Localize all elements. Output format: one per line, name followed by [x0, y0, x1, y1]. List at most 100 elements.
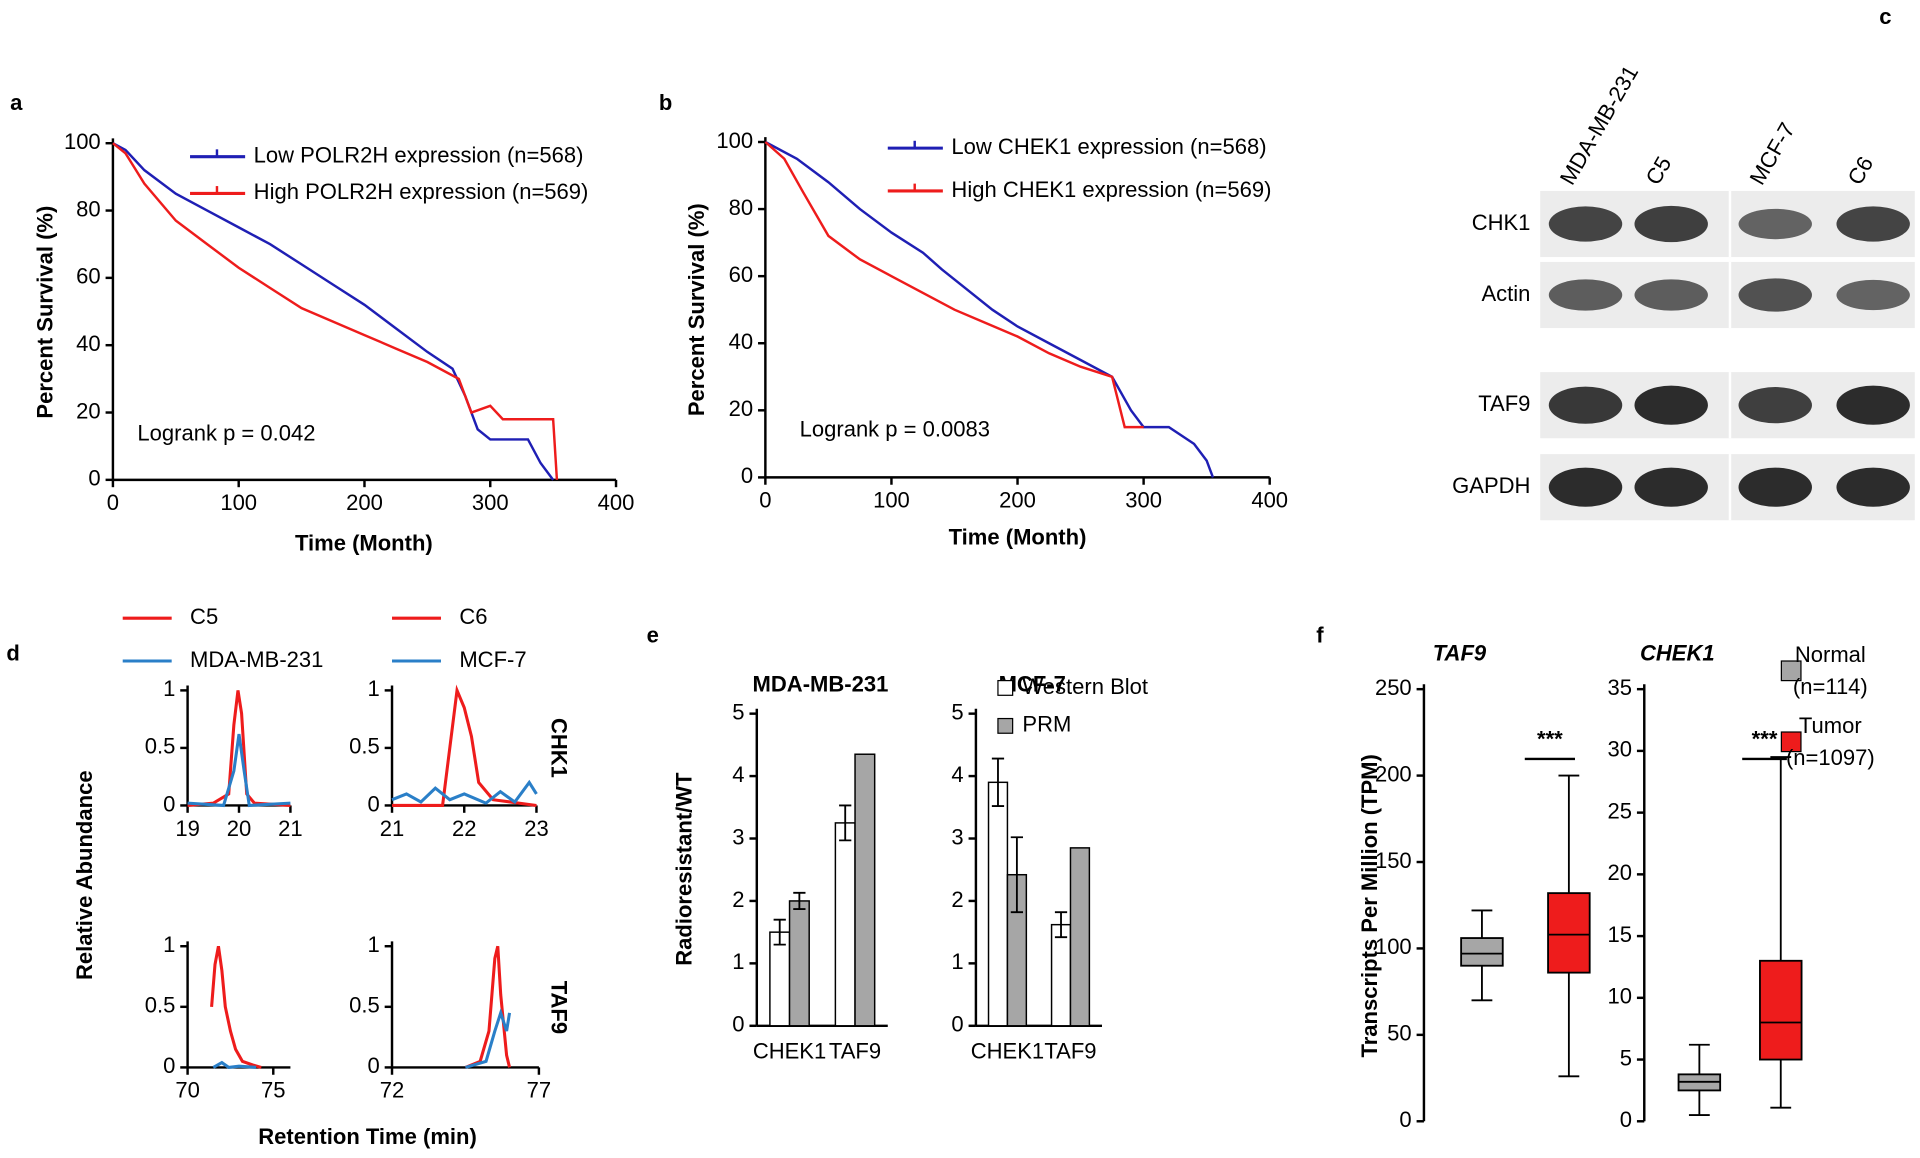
- x-tick-label: 0: [759, 488, 771, 513]
- x-tick-label: 300: [472, 490, 509, 515]
- series-line: [391, 779, 538, 805]
- y-tick-label: 0: [951, 1012, 963, 1037]
- error-bar: [1054, 911, 1068, 939]
- panel-letter: c: [1879, 4, 1891, 29]
- legend-label: C6: [459, 604, 487, 629]
- y-tick-label: 5: [732, 699, 744, 724]
- legend-label: MCF-7: [459, 647, 526, 672]
- panel-letter: d: [6, 641, 19, 666]
- legend-label: Low POLR2H expression (n=568): [254, 142, 584, 167]
- annotation: Logrank p = 0.042: [137, 420, 315, 445]
- y-tick-label: 0: [1399, 1107, 1411, 1132]
- series-line: [465, 1007, 512, 1069]
- y-tick-label: 0.5: [145, 734, 176, 759]
- y-tick-label: 1: [163, 676, 175, 701]
- blot-band: [1548, 206, 1623, 242]
- legend-label: Tumor: [1799, 713, 1862, 738]
- blot-band: [1548, 467, 1623, 507]
- series-line: [212, 1060, 257, 1070]
- y-axis-label: Transcripts Per Million (TPM): [1357, 754, 1382, 1057]
- error-bar: [793, 891, 806, 910]
- x-tick-label: CHEK1: [753, 1039, 826, 1064]
- bar: [1050, 923, 1072, 1027]
- error-bar: [773, 918, 786, 946]
- y-tick-label: 25: [1608, 798, 1633, 823]
- y-tick-label: 15: [1608, 922, 1633, 947]
- legend-label: High CHEK1 expression (n=569): [951, 177, 1271, 202]
- box: [1759, 959, 1803, 1061]
- row-label: TAF9: [546, 981, 571, 1034]
- y-tick-label: 20: [1608, 860, 1633, 885]
- y-tick-label: 250: [1375, 675, 1412, 700]
- y-tick-label: 80: [729, 195, 754, 220]
- blot-band: [1634, 467, 1708, 507]
- x-tick-label: 200: [346, 490, 383, 515]
- y-tick-label: 60: [729, 262, 754, 287]
- series-line: [764, 141, 1144, 429]
- x-tick-label: 19: [175, 816, 200, 841]
- y-tick-label: 3: [951, 824, 963, 849]
- series-line: [210, 945, 262, 1069]
- y-tick-label: 60: [76, 264, 101, 289]
- box-whisker: [1770, 756, 1792, 1109]
- x-tick-label: 400: [598, 490, 635, 515]
- blot-band: [1738, 387, 1812, 424]
- error-bar: [839, 804, 852, 842]
- x-tick-label: 70: [175, 1078, 200, 1103]
- blot-band: [1738, 467, 1812, 507]
- x-tick-label: 200: [999, 488, 1036, 513]
- panel-letter: f: [1316, 622, 1324, 647]
- chart-title: TAF9: [1433, 641, 1487, 666]
- blot-band: [1836, 467, 1910, 507]
- x-tick-label: 100: [220, 490, 257, 515]
- x-tick-label: TAF9: [829, 1039, 881, 1064]
- panel-letter: a: [10, 90, 23, 115]
- series-line: [112, 142, 555, 481]
- y-tick-label: 0: [163, 1053, 175, 1078]
- x-tick-label: TAF9: [1044, 1039, 1096, 1064]
- series-line: [464, 945, 512, 1069]
- blot-band: [1836, 385, 1910, 425]
- y-tick-label: 1: [732, 949, 744, 974]
- x-tick-label: 0: [107, 490, 119, 515]
- x-tick-label: 23: [524, 816, 548, 841]
- x-axis-label: Retention Time (min): [258, 1124, 477, 1149]
- bar: [1069, 847, 1091, 1027]
- y-tick-label: 1: [951, 949, 963, 974]
- y-axis-label: Relative Abundance: [72, 770, 97, 980]
- y-tick-label: 20: [76, 398, 101, 423]
- y-tick-label: 50: [1387, 1021, 1411, 1046]
- y-tick-label: 100: [716, 128, 753, 153]
- y-tick-label: 0.5: [349, 734, 380, 759]
- legend-swatch: [997, 717, 1014, 734]
- x-tick-label: 300: [1125, 488, 1162, 513]
- row-label: CHK1: [1472, 210, 1531, 235]
- bar: [834, 822, 856, 1027]
- legend-label: MDA-MB-231: [190, 647, 323, 672]
- series-line: [112, 142, 559, 480]
- y-tick-label: 4: [732, 762, 744, 787]
- box: [1460, 937, 1504, 967]
- blot-band: [1548, 279, 1623, 311]
- row-label: TAF9: [1478, 391, 1530, 416]
- x-tick-label: 77: [527, 1078, 552, 1103]
- y-tick-label: 0: [368, 1053, 380, 1078]
- legend-label: Western Blot: [1022, 674, 1148, 699]
- blot-band: [1634, 205, 1708, 243]
- y-tick-label: 0.5: [145, 993, 176, 1018]
- series-line: [392, 684, 537, 807]
- blot-band: [1634, 279, 1708, 311]
- chart-title: MDA-MB-231: [753, 671, 889, 696]
- y-tick-label: 40: [76, 331, 101, 356]
- significance: ***: [1537, 726, 1563, 751]
- x-tick-label: 72: [380, 1078, 405, 1103]
- y-tick-label: 0: [368, 791, 380, 816]
- box: [1547, 892, 1591, 974]
- legend-label: PRM: [1022, 712, 1071, 737]
- legend-count: (n=1097): [1786, 745, 1875, 770]
- column-label: C6: [1843, 152, 1879, 189]
- y-tick-label: 40: [729, 329, 754, 354]
- y-tick-label: 4: [951, 762, 963, 787]
- x-tick-label: 400: [1251, 488, 1288, 513]
